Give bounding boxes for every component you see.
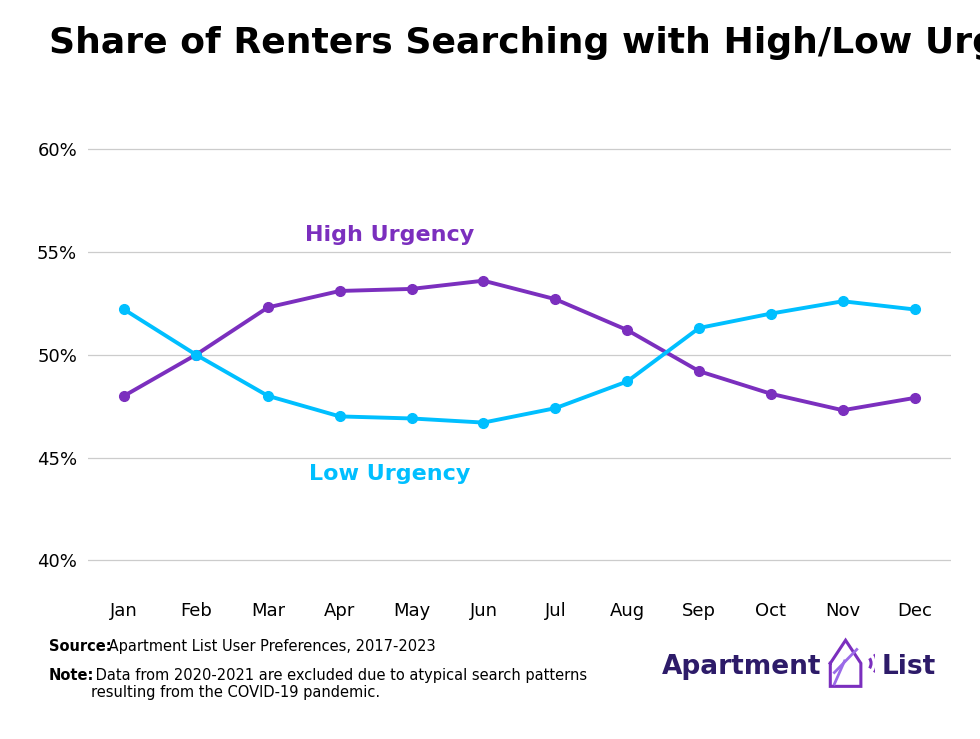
Text: High Urgency: High Urgency xyxy=(306,225,474,245)
Text: Low Urgency: Low Urgency xyxy=(310,464,470,484)
Text: Note:: Note: xyxy=(49,668,94,683)
Text: Source:: Source: xyxy=(49,639,112,654)
Text: Apartment: Apartment xyxy=(662,654,821,680)
Text: List: List xyxy=(882,654,936,680)
Text: Apartment List User Preferences, 2017-2023: Apartment List User Preferences, 2017-20… xyxy=(104,639,435,654)
Text: Share of Renters Searching with High/Low Urgency: Share of Renters Searching with High/Low… xyxy=(49,26,980,60)
Text: Data from 2020-2021 are excluded due to atypical search patterns
resulting from : Data from 2020-2021 are excluded due to … xyxy=(91,668,587,701)
